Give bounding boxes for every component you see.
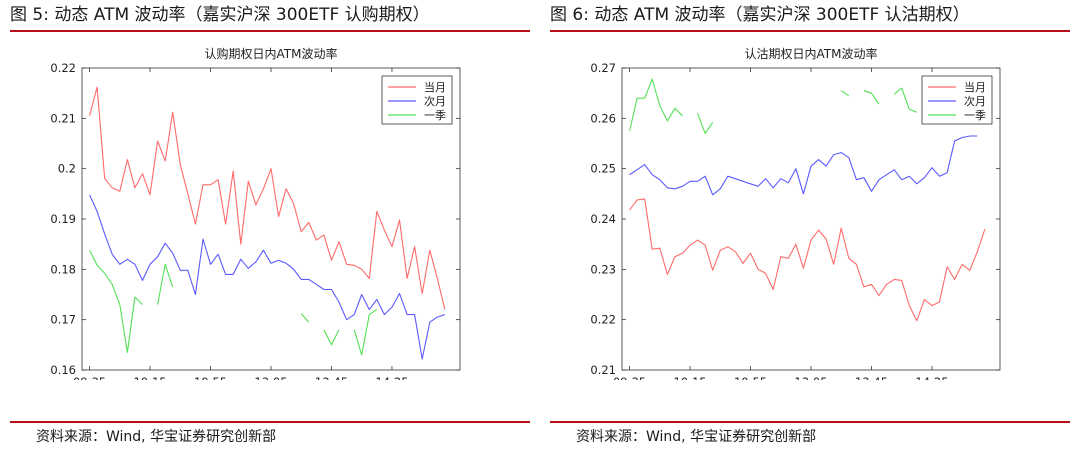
y-tick-label: 0.19 <box>50 212 76 226</box>
y-tick-label: 0.21 <box>50 111 76 125</box>
y-tick-label: 0.16 <box>50 363 76 377</box>
x-tick-label: 10:15 <box>673 375 706 380</box>
y-tick-label: 0.26 <box>590 111 616 125</box>
x-tick-label: 10:55 <box>734 375 767 380</box>
series-line-2 <box>893 87 918 113</box>
series-line-2 <box>629 78 683 132</box>
series-line-2 <box>323 329 340 346</box>
chart-title: 认沽期权日内ATM波动率 <box>745 46 878 61</box>
y-tick-label: 0.17 <box>50 313 76 327</box>
series-line-2 <box>697 113 714 134</box>
series-line-1 <box>629 135 978 196</box>
figure-panel-call: 图 5: 动态 ATM 波动率（嘉实沪深 300ETF 认购期权） 认购期权日内… <box>10 0 530 451</box>
y-tick-label: 0.24 <box>590 212 616 226</box>
series-line-2 <box>157 263 174 305</box>
call-volatility-chart: 认购期权日内ATM波动率 0.16 0.17 0.18 0.19 0.2 0.21 0.22 0… <box>50 46 461 380</box>
x-tick-label: 13:45 <box>315 375 348 380</box>
legend-label: 次月 <box>424 94 446 108</box>
x-tick-label: 14:25 <box>915 375 948 380</box>
y-tick-label: 0.22 <box>590 313 616 327</box>
y-tick-label: 0.18 <box>50 262 76 276</box>
chart-title: 认购期权日内ATM波动率 <box>205 46 338 61</box>
series-line-1 <box>89 194 446 360</box>
x-tick-label: 13:05 <box>794 375 827 380</box>
y-tick-label: 0.2 <box>58 162 76 176</box>
put-volatility-chart: 认沽期权日内ATM波动率 0.21 0.22 0.23 0.24 0.25 0.26 0.27… <box>590 46 1001 380</box>
series-line-2 <box>353 309 378 356</box>
y-tick-label: 0.25 <box>590 162 616 176</box>
y-tick-label: 0.22 <box>50 61 76 75</box>
x-tick-label: 10:15 <box>133 375 166 380</box>
series-line-2 <box>863 90 880 105</box>
title-rule <box>10 30 530 32</box>
figure-panel-put: 图 6: 动态 ATM 波动率（嘉实沪深 300ETF 认沽期权） 认沽期权日内… <box>550 0 1070 451</box>
x-tick-label: 10:55 <box>194 375 227 380</box>
source-rule <box>10 421 530 423</box>
legend-box <box>381 75 453 125</box>
y-tick-label: 0.27 <box>590 61 616 75</box>
series-line-2 <box>840 90 850 97</box>
series-line-2 <box>300 313 310 323</box>
legend-label: 一季 <box>964 109 986 122</box>
legend-label: 一季 <box>424 109 446 122</box>
x-tick-label: 13:05 <box>254 375 287 380</box>
source-note: 资料来源：Wind, 华宝证券研究创新部 <box>576 429 817 445</box>
legend-box <box>921 75 993 125</box>
x-tick-label: 09:35 <box>613 375 646 380</box>
source-rule <box>550 421 1070 423</box>
x-tick-label: 13:45 <box>855 375 888 380</box>
x-tick-label: 14:25 <box>375 375 408 380</box>
y-tick-label: 0.21 <box>590 363 616 377</box>
legend-label: 次月 <box>964 94 986 108</box>
figure-title: 图 6: 动态 ATM 波动率（嘉实沪深 300ETF 认沽期权） <box>550 5 970 25</box>
figure-title: 图 5: 动态 ATM 波动率（嘉实沪深 300ETF 认购期权） <box>10 5 430 25</box>
title-rule <box>550 30 1070 32</box>
source-note: 资料来源：Wind, 华宝证券研究创新部 <box>36 429 277 445</box>
series-line-0 <box>629 198 986 322</box>
legend-label: 当月 <box>964 80 986 94</box>
legend-label: 当月 <box>424 80 446 94</box>
series-line-2 <box>89 249 143 353</box>
series-line-0 <box>89 86 446 310</box>
x-tick-label: 09:35 <box>73 375 106 380</box>
y-tick-label: 0.23 <box>590 262 616 276</box>
